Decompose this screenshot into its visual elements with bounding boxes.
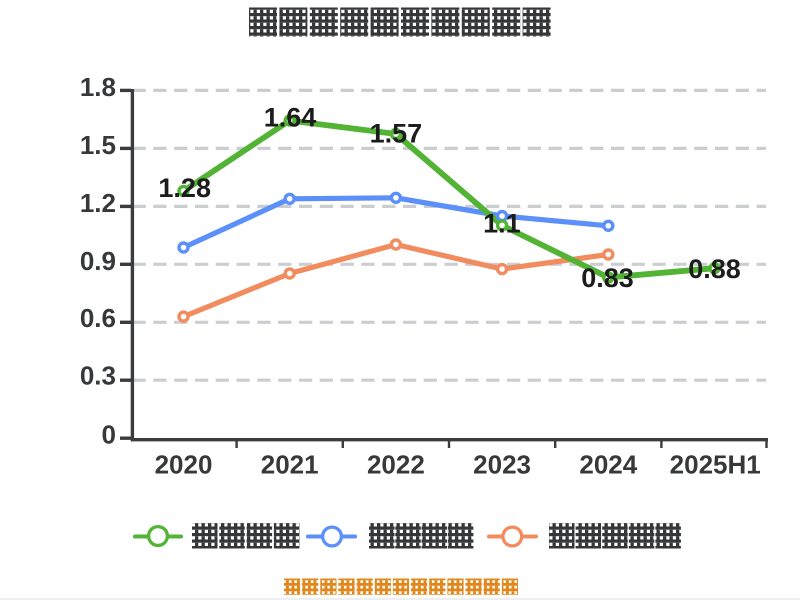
svg-text:1.2: 1.2 (80, 188, 116, 218)
svg-text:2020: 2020 (155, 450, 213, 480)
svg-text:1.57: 1.57 (370, 119, 423, 149)
svg-text:0.83: 0.83 (581, 263, 634, 293)
svg-text:0.6: 0.6 (80, 303, 116, 333)
svg-text:0.88: 0.88 (688, 254, 741, 284)
svg-text:2023: 2023 (473, 450, 531, 480)
svg-text:2021: 2021 (261, 450, 319, 480)
svg-text:2024: 2024 (579, 450, 637, 480)
svg-text:1.5: 1.5 (80, 130, 116, 160)
svg-text:1.64: 1.64 (264, 103, 317, 133)
svg-text:1.8: 1.8 (80, 72, 116, 102)
svg-text:2025H1: 2025H1 (670, 450, 761, 480)
svg-text:2022: 2022 (367, 450, 425, 480)
svg-text:1.28: 1.28 (158, 173, 211, 203)
svg-text:0.3: 0.3 (80, 360, 116, 390)
svg-text:0: 0 (102, 419, 116, 449)
svg-text:1.1: 1.1 (483, 209, 521, 239)
svg-text:0.9: 0.9 (80, 246, 116, 276)
